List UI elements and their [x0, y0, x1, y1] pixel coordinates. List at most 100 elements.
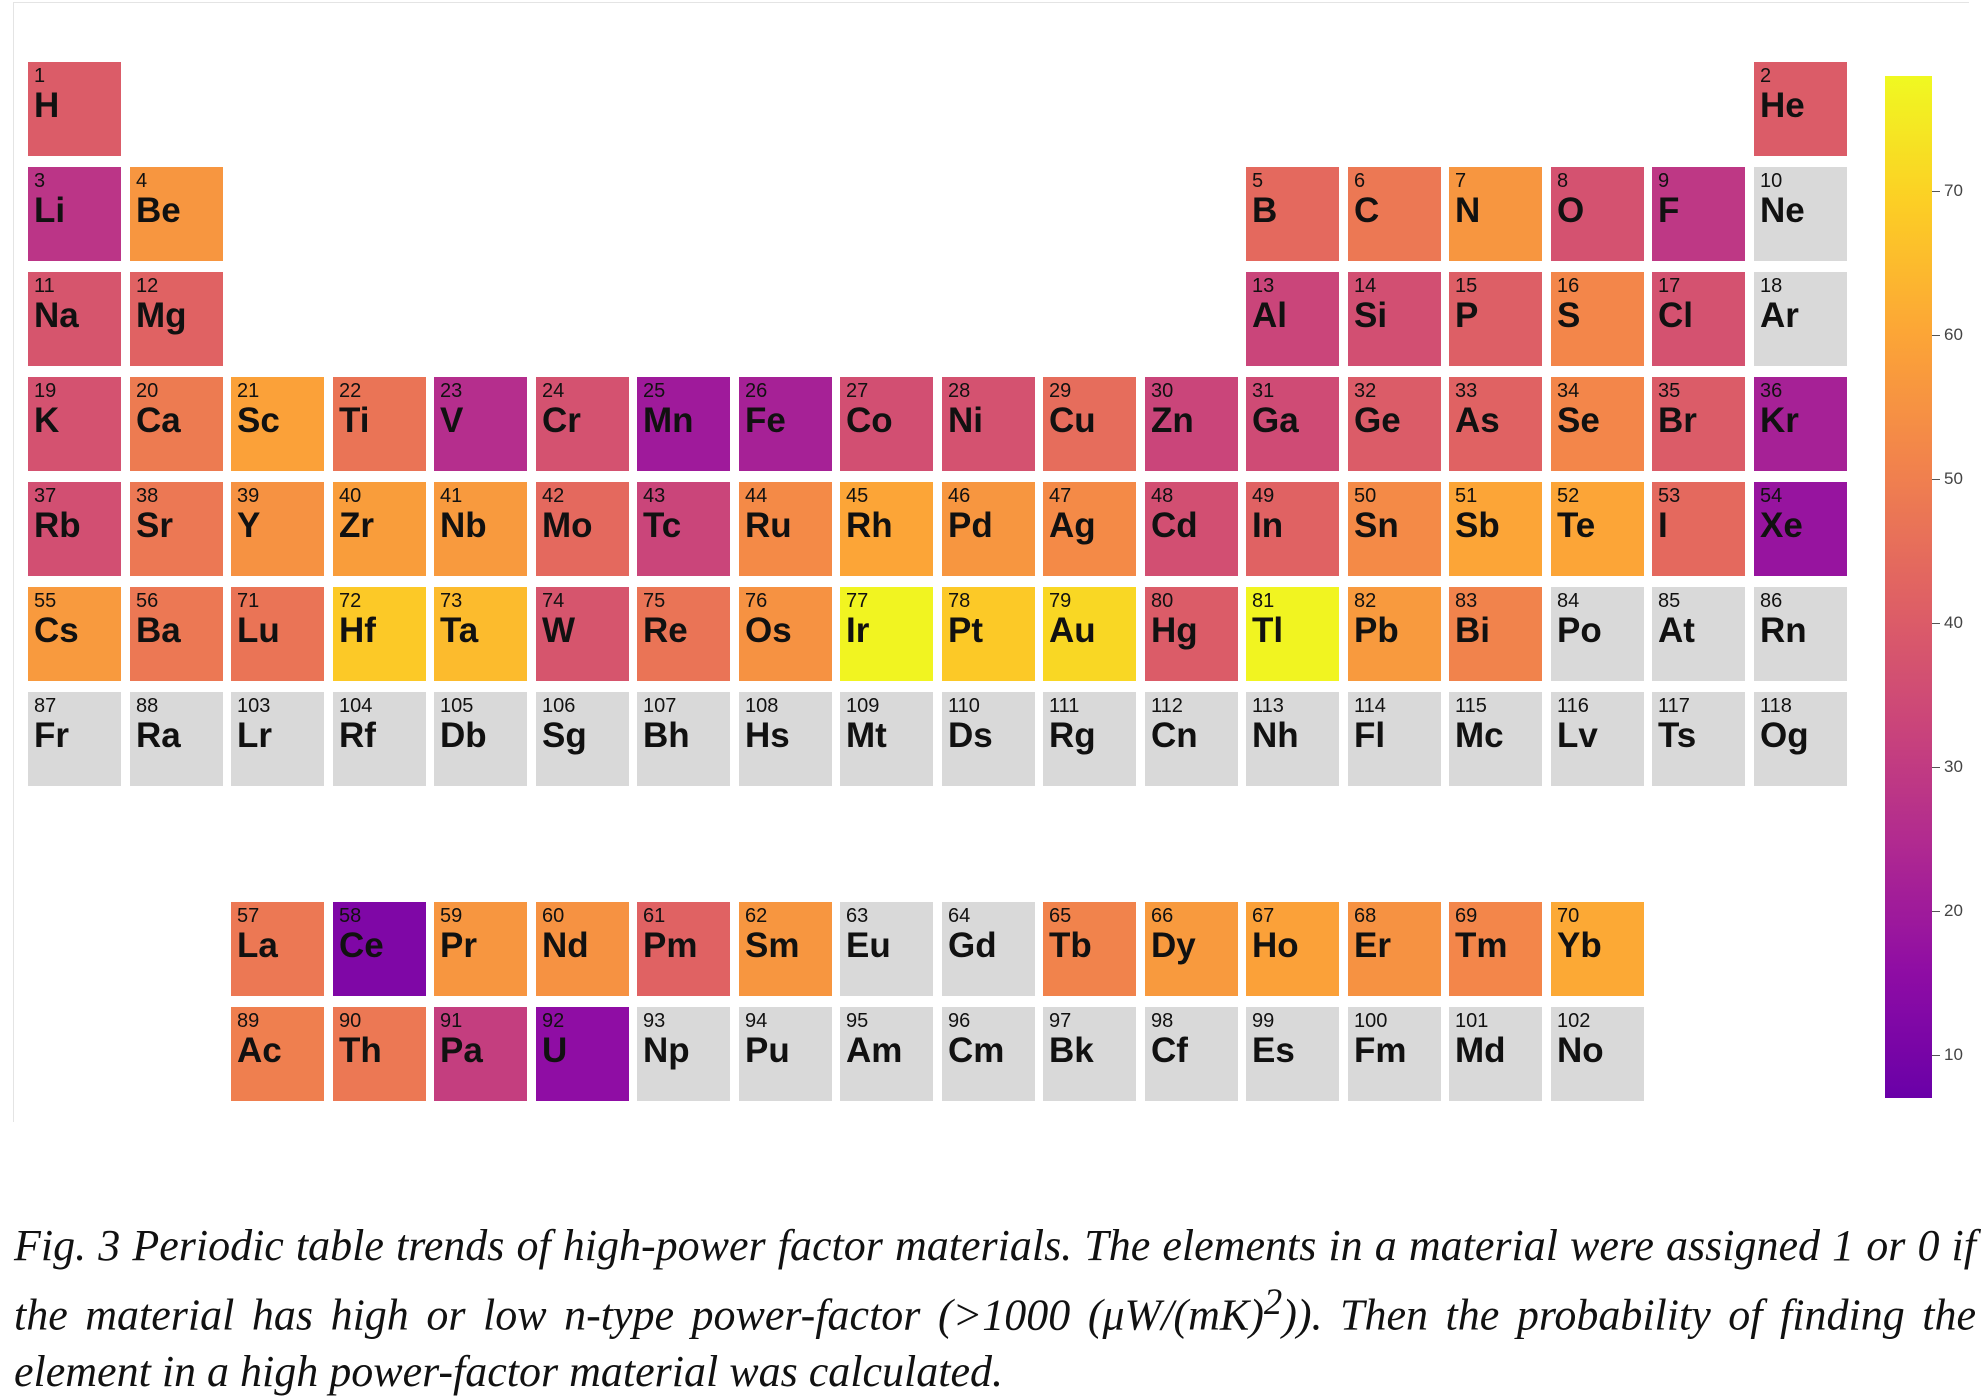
element-cell-mn: 25 Mn [637, 377, 730, 471]
atomic-number: 18 [1760, 275, 1783, 297]
element-symbol: Pd [948, 506, 993, 545]
atomic-number: 43 [643, 485, 666, 507]
atomic-number: 78 [948, 590, 971, 612]
figure-frame-top [14, 2, 1969, 3]
element-cell-si: 14 Si [1348, 272, 1441, 366]
element-symbol: Gd [948, 926, 997, 965]
caption-superscript: 2 [1263, 1281, 1283, 1322]
atomic-number: 80 [1151, 590, 1174, 612]
element-symbol: H [34, 86, 60, 125]
atomic-number: 30 [1151, 380, 1174, 402]
element-cell-er: 68 Er [1348, 902, 1441, 996]
colorbar-tick-label: 30 [1944, 757, 1963, 776]
element-symbol: Ac [237, 1031, 282, 1070]
atomic-number: 86 [1760, 590, 1783, 612]
atomic-number: 2 [1760, 65, 1772, 87]
element-symbol: Tl [1252, 611, 1284, 650]
element-symbol: Na [34, 296, 79, 335]
element-cell-re: 75 Re [637, 587, 730, 681]
element-symbol: Xe [1760, 506, 1803, 545]
element-symbol: Tb [1049, 926, 1092, 965]
element-cell-cs: 55 Cs [28, 587, 121, 681]
element-symbol: As [1455, 401, 1500, 440]
element-symbol: Hg [1151, 611, 1198, 650]
atomic-number: 22 [339, 380, 362, 402]
element-cell-cm: 96 Cm [942, 1007, 1035, 1101]
element-symbol: Ce [339, 926, 384, 965]
element-cell-sm: 62 Sm [739, 902, 832, 996]
atomic-number: 69 [1455, 905, 1478, 927]
element-cell-ta: 73 Ta [434, 587, 527, 681]
element-cell-nh: 113 Nh [1246, 692, 1339, 786]
element-cell-te: 52 Te [1551, 482, 1644, 576]
atomic-number: 74 [542, 590, 565, 612]
element-symbol: Ra [136, 716, 181, 755]
atomic-number: 52 [1557, 485, 1580, 507]
atomic-number: 71 [237, 590, 260, 612]
element-symbol: Li [34, 191, 66, 230]
atomic-number: 82 [1354, 590, 1377, 612]
element-cell-sr: 38 Sr [130, 482, 223, 576]
element-cell-tm: 69 Tm [1449, 902, 1542, 996]
element-symbol: Fe [745, 401, 786, 440]
atomic-number: 64 [948, 905, 971, 927]
element-symbol: Sc [237, 401, 280, 440]
element-cell-ge: 32 Ge [1348, 377, 1441, 471]
atomic-number: 49 [1252, 485, 1275, 507]
element-cell-pb: 82 Pb [1348, 587, 1441, 681]
atomic-number: 63 [846, 905, 869, 927]
element-symbol: Ne [1760, 191, 1805, 230]
element-symbol: Pb [1354, 611, 1399, 650]
atomic-number: 90 [339, 1010, 362, 1032]
element-cell-tb: 65 Tb [1043, 902, 1136, 996]
element-cell-rg: 111 Rg [1043, 692, 1136, 786]
atomic-number: 105 [440, 695, 474, 717]
element-symbol: B [1252, 191, 1278, 230]
element-cell-ra: 88 Ra [130, 692, 223, 786]
element-symbol: Mt [846, 716, 887, 755]
element-symbol: F [1658, 191, 1680, 230]
element-cell-mg: 12 Mg [130, 272, 223, 366]
element-cell-rf: 104 Rf [333, 692, 426, 786]
colorbar-tick [1932, 335, 1940, 336]
colorbar-tick-label: 60 [1944, 325, 1963, 344]
atomic-number: 60 [542, 905, 565, 927]
atomic-number: 99 [1252, 1010, 1275, 1032]
element-cell-he: 2 He [1754, 62, 1847, 156]
element-symbol: Yb [1557, 926, 1602, 965]
element-cell-ti: 22 Ti [333, 377, 426, 471]
element-symbol: Sb [1455, 506, 1500, 545]
atomic-number: 46 [948, 485, 971, 507]
atomic-number: 115 [1455, 695, 1487, 717]
element-cell-s: 16 S [1551, 272, 1644, 366]
atomic-number: 4 [136, 170, 148, 192]
atomic-number: 19 [34, 380, 57, 402]
element-symbol: Lv [1557, 716, 1598, 755]
atomic-number: 48 [1151, 485, 1174, 507]
atomic-number: 9 [1658, 170, 1670, 192]
element-symbol: Fr [34, 716, 69, 755]
element-symbol: Ag [1049, 506, 1096, 545]
atomic-number: 116 [1557, 695, 1589, 717]
element-symbol: Si [1354, 296, 1388, 335]
element-symbol: Ga [1252, 401, 1299, 440]
element-symbol: Bi [1455, 611, 1490, 650]
atomic-number: 114 [1354, 695, 1386, 717]
element-symbol: Bk [1049, 1031, 1094, 1070]
atomic-number: 47 [1049, 485, 1072, 507]
element-cell-au: 79 Au [1043, 587, 1136, 681]
atomic-number: 24 [542, 380, 565, 402]
element-cell-gd: 64 Gd [942, 902, 1035, 996]
element-symbol: Cs [34, 611, 79, 650]
element-symbol: Te [1557, 506, 1596, 545]
element-cell-eu: 63 Eu [840, 902, 933, 996]
element-cell-ho: 67 Ho [1246, 902, 1339, 996]
atomic-number: 106 [542, 695, 576, 717]
element-symbol: Lu [237, 611, 280, 650]
element-symbol: Bh [643, 716, 690, 755]
element-symbol: Sm [745, 926, 800, 965]
element-symbol: Sg [542, 716, 587, 755]
element-cell-rh: 45 Rh [840, 482, 933, 576]
element-symbol: Cr [542, 401, 581, 440]
